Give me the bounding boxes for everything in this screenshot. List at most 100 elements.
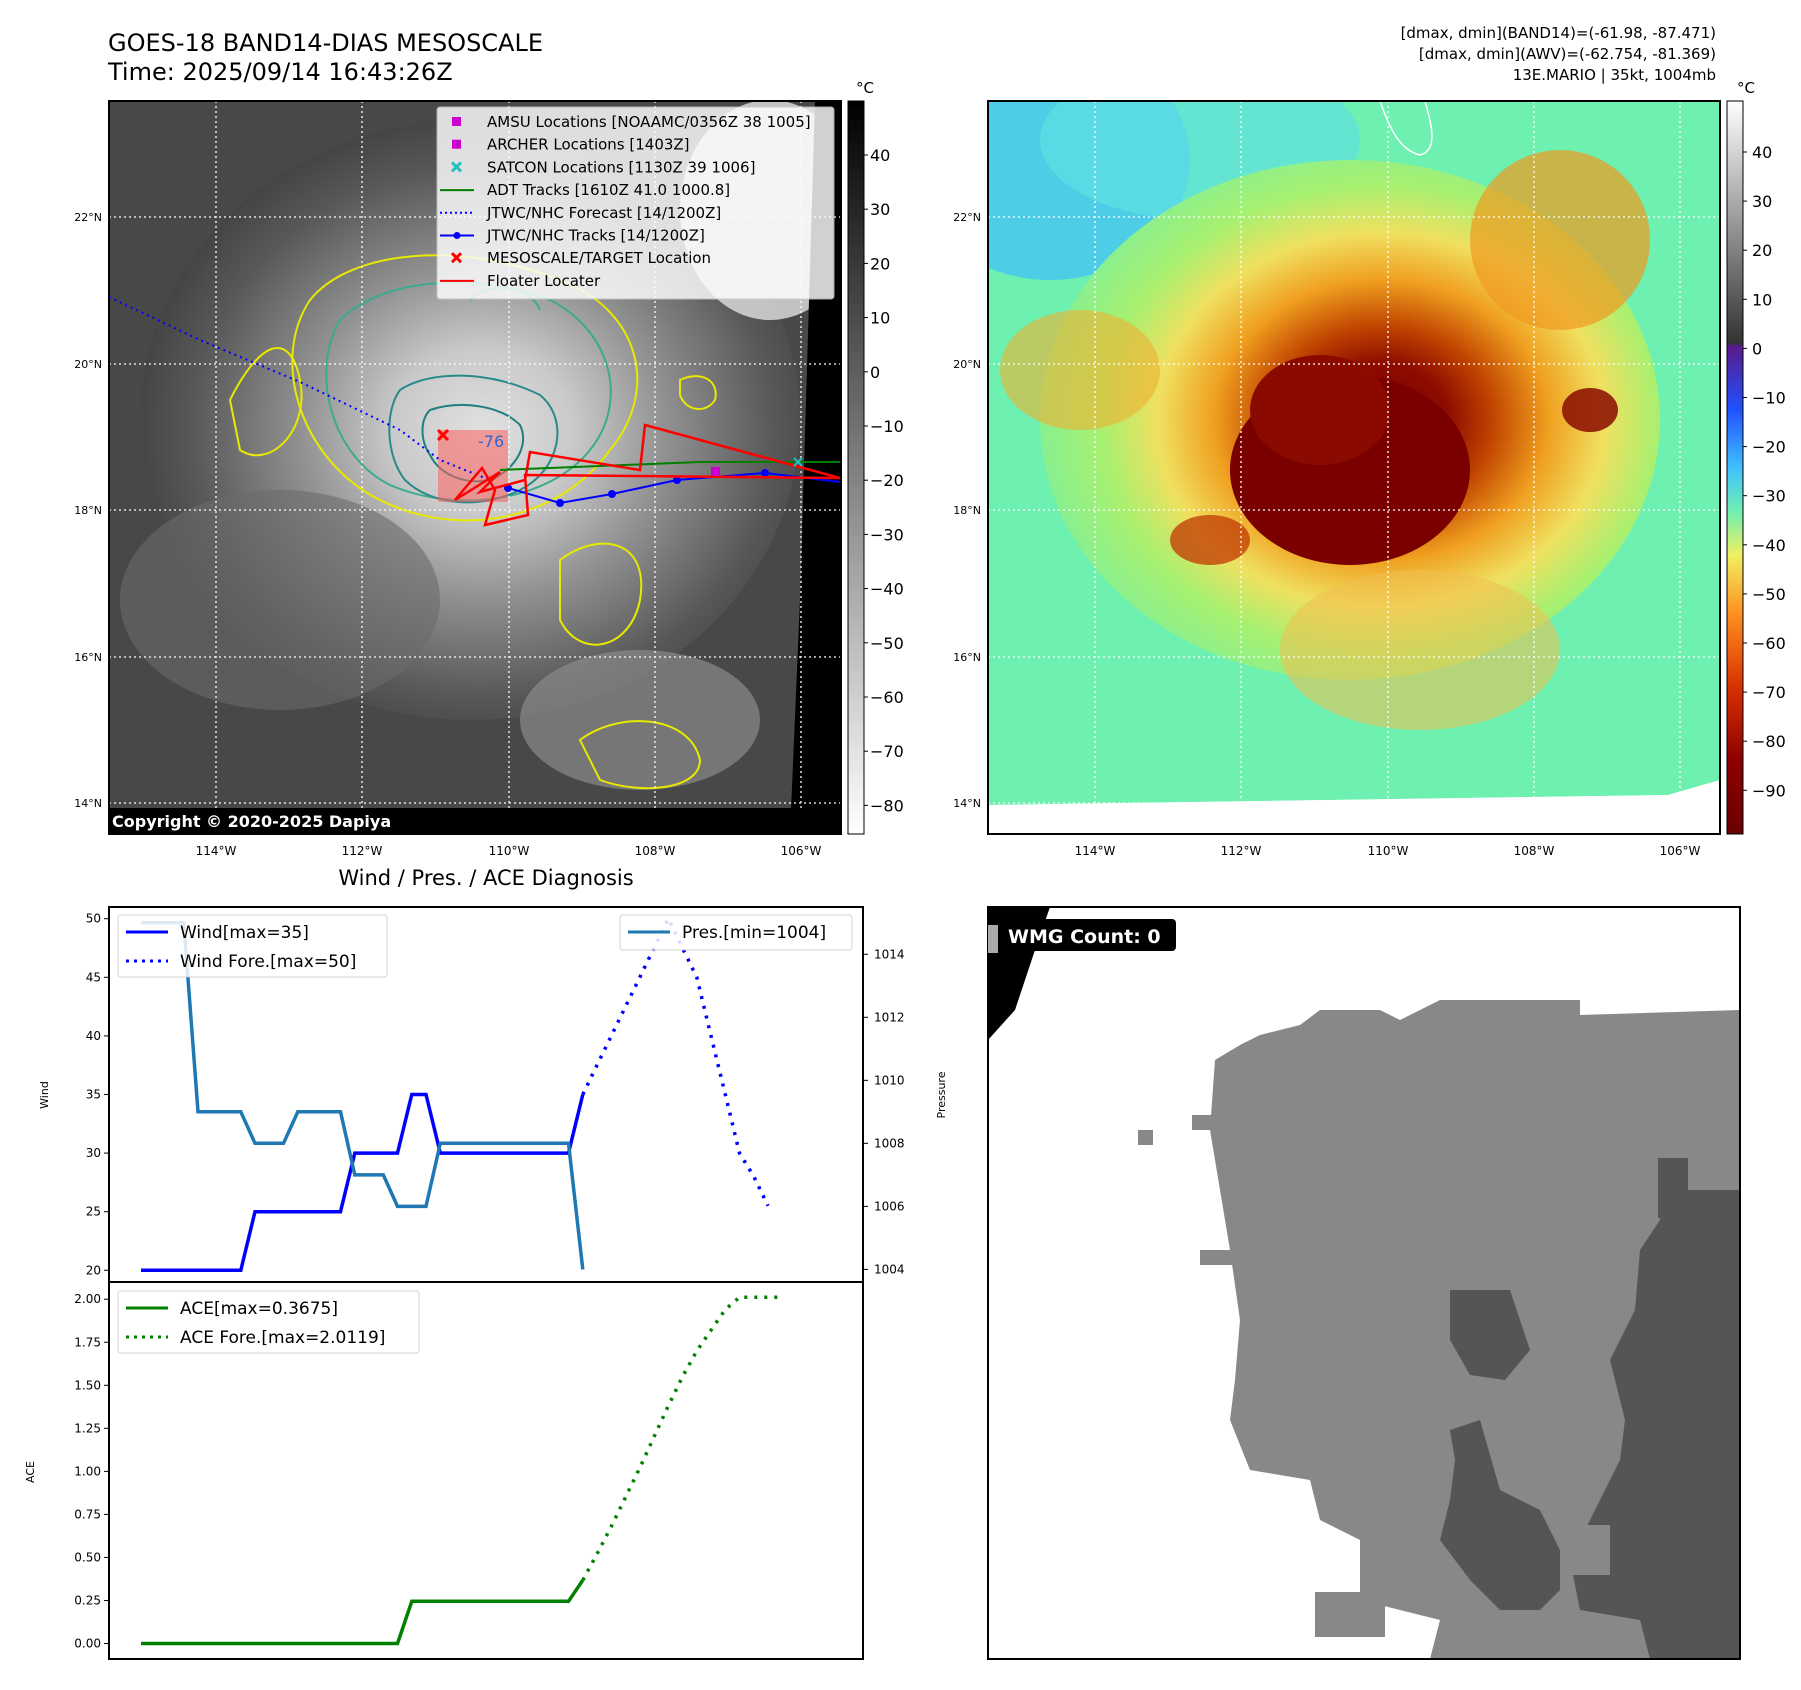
legend-label: ADT Tracks [1610Z 41.0 1000.8]	[487, 181, 730, 199]
legend-item: Floater Locater	[440, 272, 601, 290]
wind-tick: 40	[86, 1029, 101, 1043]
legend-item: MESOSCALE/TARGET Location	[450, 249, 711, 267]
lon-tick: 110°W	[489, 844, 530, 858]
lat-tick: 20°N	[74, 358, 102, 371]
legend-ace: ACE[max=0.3675]	[180, 1299, 338, 1319]
legend-marker-x	[450, 252, 463, 264]
lon-tick: 114°W	[1075, 844, 1116, 858]
colorbar-tick: −60	[870, 688, 904, 707]
ace-tick: 0.50	[74, 1550, 101, 1564]
legend-wind-forecast: Wind Fore.[max=50]	[180, 952, 356, 972]
ace-chart: 2.00 1.75 1.50 1.25 1.00 0.75 0.50 0.25 0.00 ACE…	[24, 1281, 864, 1660]
lon-tick: 106°W	[781, 844, 822, 858]
pressure-tick: 1004	[874, 1262, 905, 1276]
lon-tick: 114°W	[196, 844, 237, 858]
lat-tick: 14°N	[953, 797, 981, 810]
colorbar-tick: 0	[870, 363, 880, 382]
wind-tick: 50	[86, 912, 101, 926]
colorbar-tick: −30	[870, 525, 904, 544]
colorbar-tick: −30	[1752, 487, 1786, 506]
series-line-0	[141, 1092, 585, 1273]
diagnosis-title: Wind / Pres. / ACE Diagnosis	[338, 866, 633, 890]
legend-ace-forecast: ACE Fore.[max=2.0119]	[180, 1328, 385, 1348]
legend-item: ARCHER Locations [1403Z]	[452, 136, 690, 154]
colorbar-tick: 10	[1752, 290, 1772, 309]
contour-label: -76	[478, 432, 504, 451]
ace-series-line-0	[141, 1579, 585, 1646]
colorbar-tick: −40	[870, 580, 904, 599]
colorbar-unit: °C	[1737, 79, 1755, 97]
figure-time: Time: 2025/09/14 16:43:26Z	[107, 58, 453, 86]
ace-tick: 0.75	[74, 1507, 101, 1521]
colorbar-unit: °C	[856, 79, 874, 97]
legend-marker-square	[452, 139, 461, 149]
colorbar-left: °C 40 30 20 10 0 −10 −20 −30 −40 −50 −60 −70 −80	[847, 79, 904, 835]
ace-tick: 0.00	[74, 1637, 101, 1651]
colorbar-tick: −20	[870, 471, 904, 490]
info-band14: [dmax, dmin](BAND14)=(-61.98, -87.471)	[1401, 24, 1716, 42]
legend-wind: Wind[max=35]	[180, 923, 309, 943]
pressure-tick: 1010	[874, 1073, 905, 1087]
ace-tick: 1.50	[74, 1378, 101, 1392]
colorbar-tick: 40	[1752, 143, 1772, 162]
colorbar-tick: −10	[870, 417, 904, 436]
ace-axis-label: ACE	[24, 1461, 37, 1483]
legend-pressure: Pres.[min=1004]	[682, 923, 826, 943]
series-line-2	[141, 921, 585, 1270]
colorbar-tick: 10	[870, 309, 890, 328]
colorbar-tick: 0	[1752, 339, 1762, 358]
colorbar-tick: −50	[870, 634, 904, 653]
legend-marker-x	[450, 161, 463, 173]
colorbar-tick: 30	[870, 200, 890, 219]
colorbar-tick: 40	[870, 146, 890, 165]
legend-item: JTWC/NHC Forecast [14/1200Z]	[440, 204, 721, 222]
lon-tick: 110°W	[1368, 844, 1409, 858]
lat-tick: 20°N	[953, 358, 981, 371]
legend-marker-dot	[453, 232, 461, 239]
legend-marker-square	[452, 117, 461, 126]
ace-tick: 1.75	[74, 1335, 101, 1349]
colorbar-tick: 20	[1752, 241, 1772, 260]
wind-tick: 25	[86, 1205, 101, 1219]
pressure-tick: 1014	[874, 947, 905, 961]
colorbar-tick: −10	[1752, 389, 1786, 408]
legend-item: SATCON Locations [1130Z 39 1006]	[450, 158, 755, 176]
wind-tick: 20	[86, 1263, 101, 1277]
copyright: Copyright © 2020-2025 Dapiya	[112, 812, 391, 831]
lat-tick: 22°N	[74, 211, 102, 224]
wmg-count-badge: WMG Count: 0	[1008, 926, 1161, 948]
colorbar-tick: −90	[1752, 781, 1786, 800]
legend-item: JTWC/NHC Tracks [14/1200Z]	[440, 227, 705, 245]
ace-tick: 0.25	[74, 1593, 101, 1607]
colorbar-tick: −70	[870, 742, 904, 761]
lat-tick: 14°N	[74, 797, 102, 810]
wind-tick: 35	[86, 1088, 101, 1102]
colorbar-tick: −80	[870, 796, 904, 815]
lat-tick: 16°N	[74, 651, 102, 664]
lat-tick: 16°N	[953, 651, 981, 664]
ace-series-line-1	[581, 1295, 783, 1582]
map-left-legend: AMSU Locations [NOAAMC/0356Z 38 1005] ARC…	[436, 106, 835, 300]
colorbar-tick: 20	[870, 254, 890, 273]
colorbar-tick: −50	[1752, 585, 1786, 604]
lat-tick: 18°N	[953, 504, 981, 517]
colorbar-tick: −70	[1752, 683, 1786, 702]
pressure-tick: 1008	[874, 1136, 905, 1150]
legend-label: Floater Locater	[487, 272, 601, 290]
lon-tick: 108°W	[1514, 844, 1555, 858]
colorbar-tick: 30	[1752, 192, 1772, 211]
lon-tick: 106°W	[1660, 844, 1701, 858]
info-awv: [dmax, dmin](AWV)=(-62.754, -81.369)	[1419, 45, 1716, 63]
figure-title: GOES-18 BAND14-DIAS MESOSCALE	[108, 29, 543, 57]
ace-tick: 2.00	[74, 1292, 101, 1306]
legend-label: AMSU Locations [NOAAMC/0356Z 38 1005]	[487, 113, 811, 131]
pressure-tick: 1012	[874, 1010, 905, 1024]
lat-tick: 18°N	[74, 504, 102, 517]
legend-label: SATCON Locations [1130Z 39 1006]	[487, 158, 755, 176]
colorbar-right: °C 40 30 20 10 0 −10 −20 −30 −40 −50 −60 −70 −80 −90	[1726, 79, 1786, 835]
wind-axis-label: Wind	[38, 1081, 51, 1109]
colorbar-tick: −40	[1752, 536, 1786, 555]
lon-tick: 112°W	[1221, 844, 1262, 858]
